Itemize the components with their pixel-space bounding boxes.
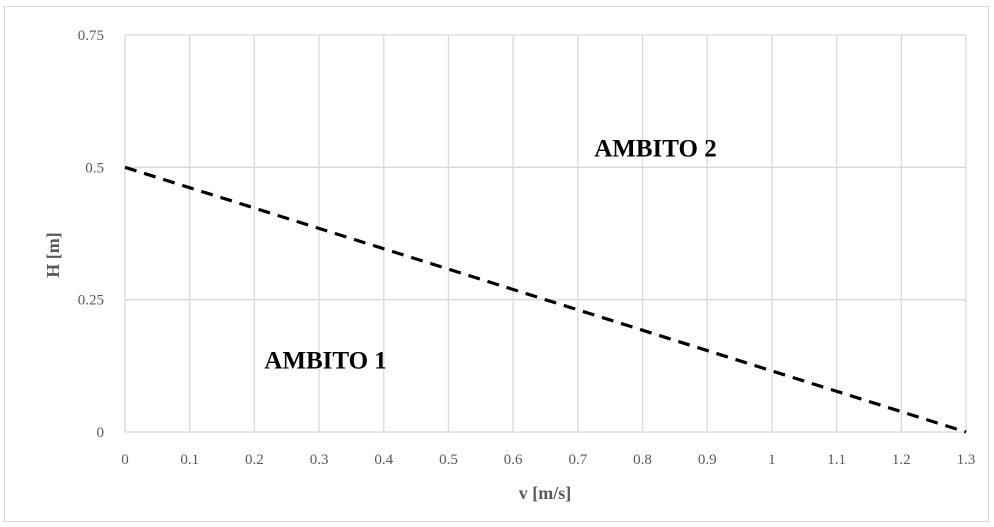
x-tick-label: 0 (121, 452, 129, 468)
series-line (124, 165, 967, 434)
x-tick-label: 0.1 (180, 452, 199, 468)
y-tick-labels: 0 0.25 0.5 0.75 (78, 28, 104, 441)
x-tick-label: 1 (768, 452, 776, 468)
y-tick-label: 0.75 (78, 28, 104, 44)
y-tick-label: 0.5 (85, 160, 104, 176)
x-tick-label: 0.8 (633, 452, 652, 468)
y-tick-label: 0 (97, 425, 105, 441)
x-tick-label: 0.5 (439, 452, 458, 468)
x-tick-label: 0.7 (568, 452, 587, 468)
x-tick-label: 0.3 (310, 452, 329, 468)
annotations: AMBITO 1 AMBITO 2 (264, 136, 716, 375)
series-layer (124, 165, 967, 434)
gridlines (124, 34, 967, 433)
x-tick-label: 0.2 (245, 452, 264, 468)
chart-frame (4, 6, 989, 522)
region-label: AMBITO 1 (264, 347, 386, 374)
x-tick-label: 1.1 (827, 452, 846, 468)
region-label: AMBITO 2 (594, 136, 716, 163)
x-tick-label: 1.2 (892, 452, 911, 468)
y-axis-title: H [m] (43, 232, 63, 277)
y-tick-label: 0.25 (78, 293, 104, 309)
x-tick-labels: 0 0.1 0.2 0.3 0.4 0.5 0.6 0.7 0.8 0.9 1 1.1 1.2 1.3 (121, 452, 975, 468)
x-tick-label: 1.3 (957, 452, 976, 468)
x-axis-title: v [m/s] (519, 483, 572, 503)
x-tick-label: 0.4 (374, 452, 393, 468)
x-tick-label: 0.6 (504, 452, 523, 468)
x-tick-label: 0.9 (698, 452, 717, 468)
